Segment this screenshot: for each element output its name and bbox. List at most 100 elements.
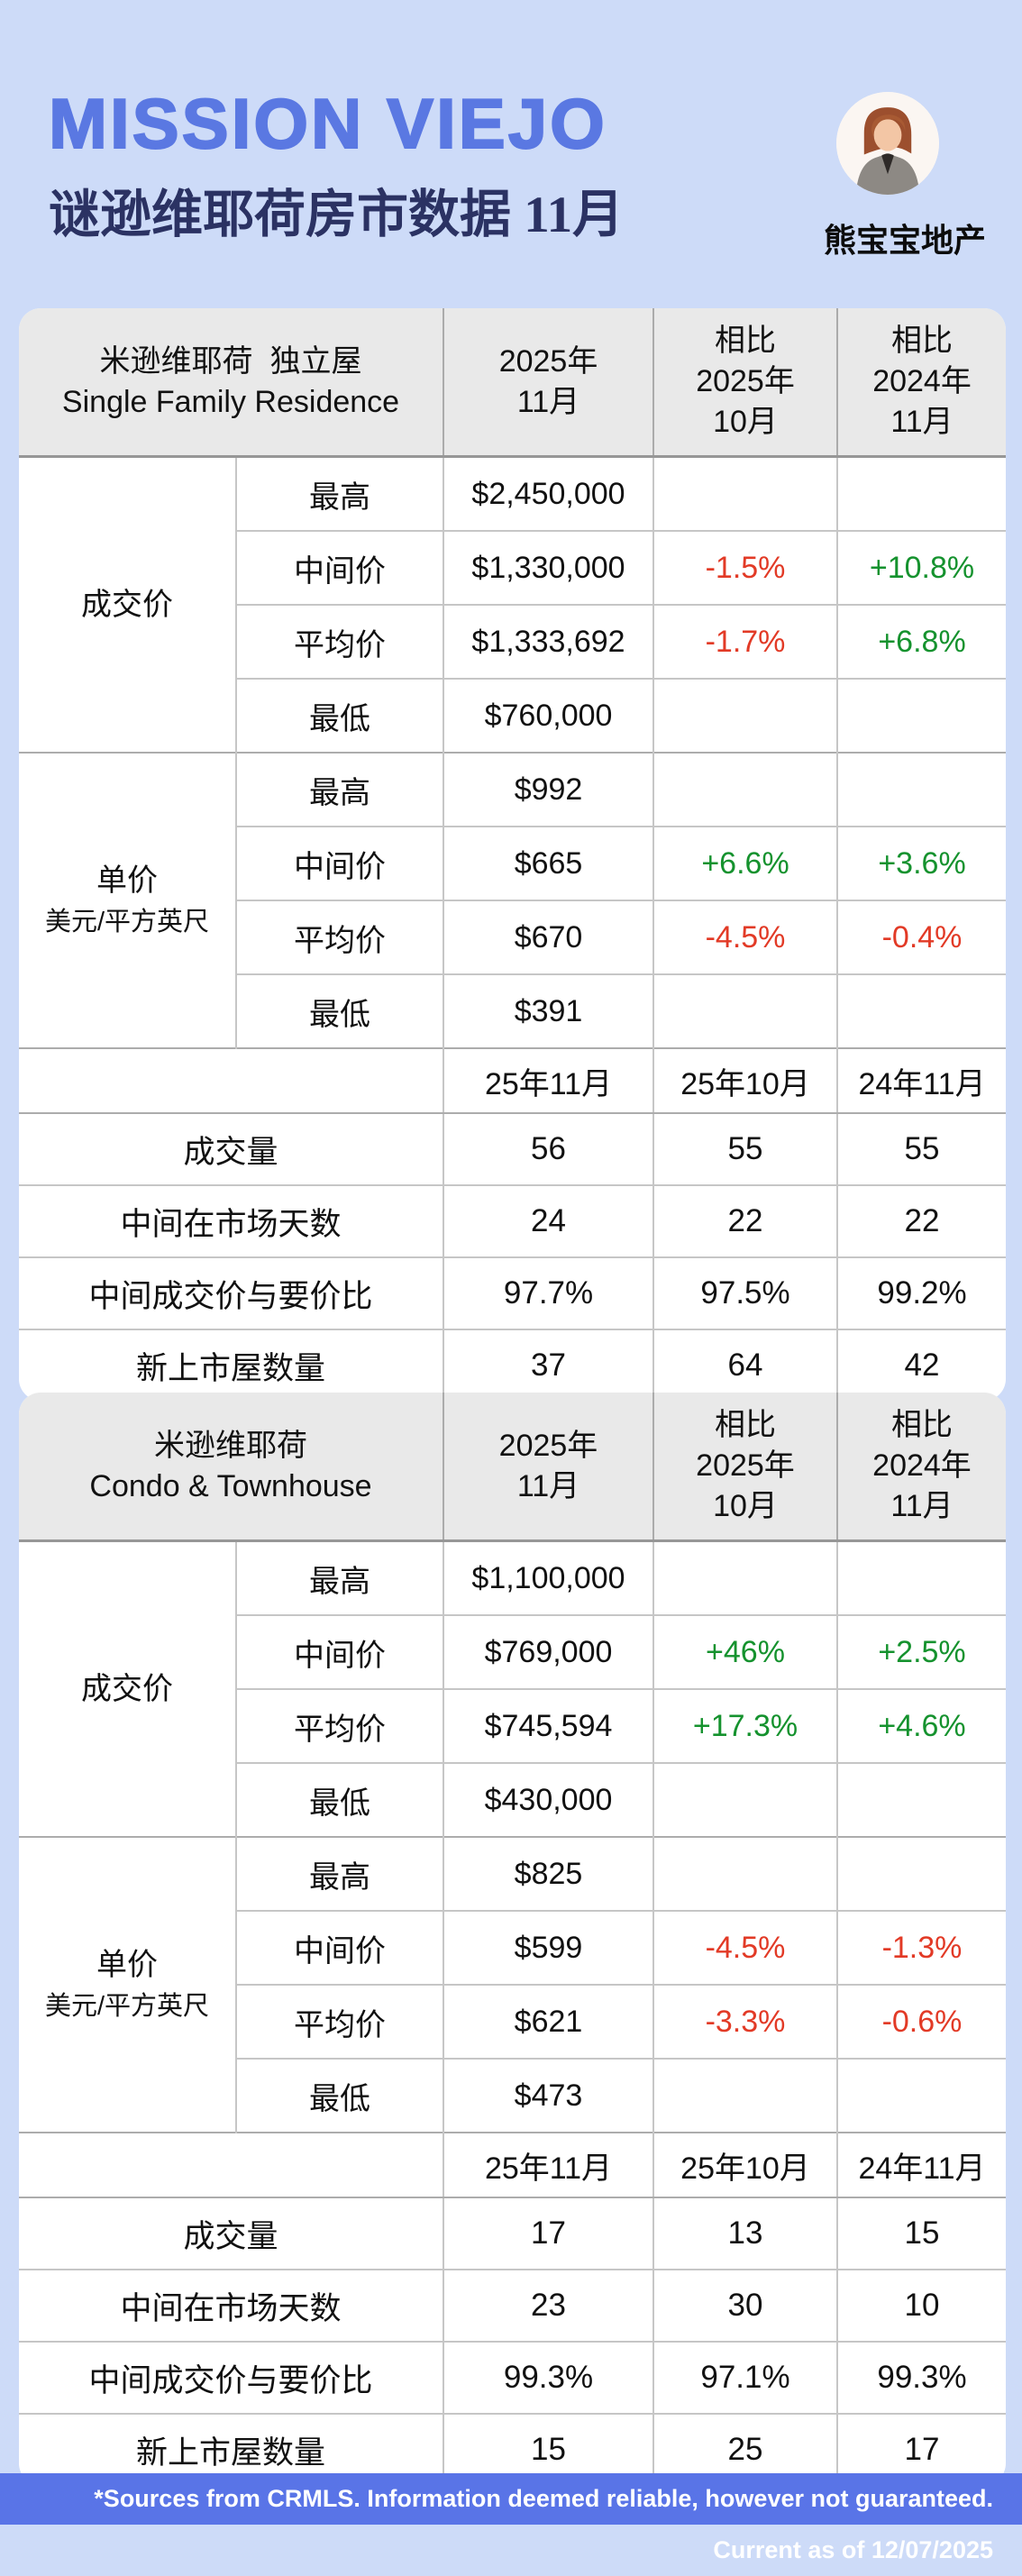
period-subheader-row: 25年11月 25年10月 24年11月	[19, 1047, 1006, 1114]
col-header-vs-2025-10: 相比 2025年 10月	[652, 1393, 837, 1542]
yoy-change	[836, 1540, 1006, 1615]
mom-change: +6.6%	[652, 826, 838, 900]
col-header-vs-2024-11: 相比 2024年 11月	[836, 308, 1006, 458]
stat-row: 中间在市场天数 23 30 10	[19, 2269, 1006, 2342]
metric-label: 中间价	[235, 1614, 443, 1689]
subheader-25-10: 25年10月	[652, 2132, 837, 2198]
stat-value: 15	[443, 2413, 653, 2485]
mom-change	[652, 678, 838, 753]
group-label-sold-price: 成交价	[19, 457, 236, 754]
stat-value: 30	[652, 2269, 837, 2342]
yoy-change	[836, 2058, 1006, 2133]
mom-change: +17.3%	[652, 1688, 837, 1763]
page-title: MISSION VIEJO	[48, 84, 607, 163]
stat-row: 成交量 56 55 55	[19, 1113, 1006, 1185]
stat-row: 中间成交价与要价比 97.7% 97.5% 99.2%	[19, 1256, 1006, 1329]
yoy-change	[836, 678, 1006, 753]
footer-bar: *Sources from CRMLS. Information deemed …	[0, 2473, 1022, 2563]
mom-change	[652, 2058, 837, 2133]
stat-value: 97.1%	[652, 2341, 837, 2414]
metric-label: 最低	[235, 2058, 443, 2133]
stat-value: 99.3%	[443, 2341, 653, 2414]
metric-label: 最高	[234, 752, 444, 827]
table-row: 中间价 $599 -4.5% -1.3%	[19, 1910, 1006, 1985]
stat-value: 15	[836, 2197, 1006, 2270]
mom-change: -3.3%	[652, 1984, 837, 2059]
yoy-change: +10.8%	[836, 530, 1006, 605]
mom-change	[652, 752, 838, 827]
stat-label: 成交量	[183, 2218, 278, 2254]
yoy-change	[836, 752, 1006, 827]
condo-data-table: 米逊维耶荷 Condo & Townhouse 2025年 11月 相比 202…	[19, 1393, 1006, 2485]
mom-change	[652, 973, 838, 1048]
sfr-table: 米逊维耶荷 独立屋 Single Family Residence 2025年 …	[19, 308, 1006, 1401]
stat-row: 中间在市场天数 24 22 22	[19, 1184, 1006, 1257]
period-subheader-row: 25年11月 25年10月 24年11月	[19, 2132, 1006, 2198]
metric-label: 中间价	[234, 530, 444, 605]
stat-value: 24	[443, 1184, 654, 1257]
sfr-data-table: 米逊维耶荷 独立屋 Single Family Residence 2025年 …	[19, 308, 1006, 1401]
table-row: 中间价 $1,330,000 -1.5% +10.8%	[19, 530, 1006, 605]
metric-value: $1,330,000	[443, 530, 654, 605]
table-header-row: 米逊维耶荷 Condo & Townhouse 2025年 11月 相比 202…	[19, 1393, 1006, 1542]
yoy-change: +2.5%	[836, 1614, 1006, 1689]
yoy-change	[836, 1762, 1006, 1837]
group-label-unit-price: 单价 美元/平方英尺	[19, 1836, 236, 2133]
metric-label: 最低	[234, 973, 444, 1048]
col-header-2025-11: 2025年 11月	[443, 308, 654, 458]
metric-value: $769,000	[443, 1614, 653, 1689]
stat-label: 中间在市场天数	[19, 2269, 443, 2342]
group-label-text: 单价	[96, 863, 158, 899]
metric-value: $621	[443, 1984, 653, 2059]
table-row: 成交价 最高 $2,450,000	[19, 456, 1006, 622]
metric-value: $1,100,000	[443, 1540, 653, 1615]
stat-row: 中间成交价与要价比 99.3% 97.1% 99.3%	[19, 2341, 1006, 2414]
mom-change: +46%	[652, 1614, 837, 1689]
stat-value: 10	[836, 2269, 1006, 2342]
metric-label: 最高	[234, 456, 444, 531]
table-row: 成交价 最高 $1,100,000	[19, 1540, 1006, 1706]
table-row: 最低 $473	[19, 2058, 1006, 2133]
metric-value: $825	[443, 1836, 653, 1911]
metric-label: 最低	[234, 678, 444, 753]
subheader-25-11: 25年11月	[443, 1047, 654, 1114]
condo-table: 米逊维耶荷 Condo & Townhouse 2025年 11月 相比 202…	[19, 1393, 1006, 2485]
stat-value: 22	[652, 1184, 838, 1257]
yoy-change: -1.3%	[836, 1910, 1006, 1985]
metric-label: 平均价	[234, 900, 444, 974]
stat-value: 23	[443, 2269, 653, 2342]
group-label-sold-price: 成交价	[19, 1541, 236, 1838]
subheader-24-11: 24年11月	[836, 1047, 1006, 1114]
group-label-text: 成交价	[81, 587, 173, 622]
table-title-cell: 米逊维耶荷 独立屋 Single Family Residence	[19, 308, 444, 458]
col-header-vs-2024-11: 相比 2024年 11月	[836, 1393, 1006, 1542]
table-row: 单价 美元/平方英尺 最高 $992	[19, 752, 1006, 1048]
metric-value: $992	[443, 752, 654, 827]
source-note: *Sources from CRMLS. Information deemed …	[94, 2485, 993, 2563]
stat-value: 99.3%	[836, 2341, 1006, 2414]
yoy-change: -0.6%	[836, 1984, 1006, 2059]
metric-value: $670	[443, 900, 654, 974]
table-row: 平均价 $745,594 +17.3% +4.6%	[19, 1688, 1006, 1763]
stat-label: 中间成交价与要价比	[19, 2341, 443, 2414]
yoy-change: +3.6%	[836, 826, 1006, 900]
subheader-25-10: 25年10月	[652, 1047, 838, 1114]
stat-value: 25	[652, 2413, 837, 2485]
table-row: 平均价 $621 -3.3% -0.6%	[19, 1984, 1006, 2059]
mom-change	[652, 1540, 837, 1615]
metric-value: $473	[443, 2058, 653, 2133]
stat-value: 17	[836, 2413, 1006, 2485]
table-title-cell: 米逊维耶荷 Condo & Townhouse	[19, 1393, 443, 1542]
table-row: 平均价 $670 -4.5% -0.4%	[19, 900, 1006, 974]
stat-row: 新上市屋数量 37 64 42	[19, 1329, 1006, 1401]
metric-value: $1,333,692	[443, 604, 654, 679]
metric-label: 中间价	[234, 826, 444, 900]
subheader-25-11: 25年11月	[443, 2132, 653, 2198]
stat-value: 64	[652, 1329, 838, 1401]
stat-value: 97.7%	[443, 1256, 654, 1329]
yoy-change	[836, 456, 1006, 531]
metric-label: 平均价	[235, 1688, 443, 1763]
metric-value: $745,594	[443, 1688, 653, 1763]
metric-label: 平均价	[234, 604, 444, 679]
table-row: 中间价 $769,000 +46% +2.5%	[19, 1614, 1006, 1689]
